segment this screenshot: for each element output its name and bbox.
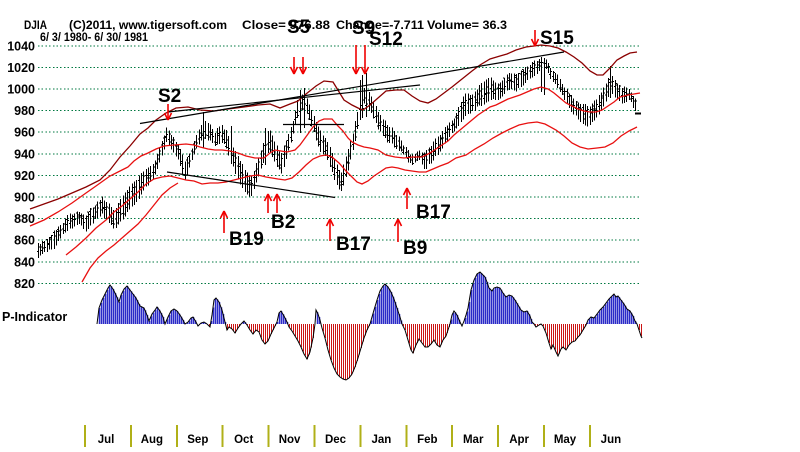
svg-text:Sep: Sep: [187, 434, 208, 446]
svg-text:Jan: Jan: [371, 434, 391, 446]
svg-text:B17: B17: [416, 202, 451, 223]
svg-text:Feb: Feb: [417, 434, 437, 446]
svg-text:900: 900: [14, 191, 35, 205]
svg-text:Jun: Jun: [601, 434, 621, 446]
svg-text:DJIA: DJIA: [24, 20, 47, 32]
svg-text:(C)2011, www.tigersoft.com: (C)2011, www.tigersoft.com: [69, 20, 227, 32]
svg-text:S2: S2: [158, 86, 181, 107]
svg-text:S15: S15: [540, 28, 574, 49]
svg-text:B2: B2: [271, 212, 295, 233]
svg-text:Apr: Apr: [509, 434, 529, 446]
svg-text:960: 960: [14, 126, 35, 140]
svg-text:Volume= 36.3: Volume= 36.3: [427, 20, 507, 32]
svg-text:Aug: Aug: [141, 434, 163, 446]
svg-text:1020: 1020: [7, 61, 35, 75]
svg-text:P-Indicator: P-Indicator: [2, 310, 67, 324]
svg-text:S9: S9: [352, 18, 375, 39]
svg-text:S5: S5: [287, 17, 311, 38]
svg-text:Jul: Jul: [98, 434, 115, 446]
svg-text:840: 840: [14, 255, 35, 269]
svg-text:1000: 1000: [7, 83, 35, 97]
svg-text:Nov: Nov: [279, 434, 301, 446]
svg-text:940: 940: [14, 147, 35, 161]
svg-text:820: 820: [14, 277, 35, 291]
svg-text:May: May: [554, 434, 577, 446]
svg-text:880: 880: [14, 212, 35, 226]
svg-text:Oct: Oct: [234, 434, 253, 446]
svg-text:Close= 976.88: Close= 976.88: [242, 20, 331, 32]
svg-text:Change=-7.711: Change=-7.711: [336, 20, 425, 32]
svg-text:Mar: Mar: [463, 434, 484, 446]
svg-text:860: 860: [14, 234, 35, 248]
svg-text:B17: B17: [336, 234, 371, 255]
svg-text:Dec: Dec: [325, 434, 347, 446]
svg-text:1040: 1040: [7, 39, 35, 53]
svg-text:B9: B9: [403, 238, 427, 259]
svg-text:920: 920: [14, 169, 35, 183]
svg-text:S12: S12: [369, 29, 403, 50]
svg-text:6/ 3/ 1980- 6/ 30/ 1981: 6/ 3/ 1980- 6/ 30/ 1981: [40, 32, 149, 44]
svg-text:B19: B19: [229, 229, 264, 250]
svg-text:980: 980: [14, 104, 35, 118]
